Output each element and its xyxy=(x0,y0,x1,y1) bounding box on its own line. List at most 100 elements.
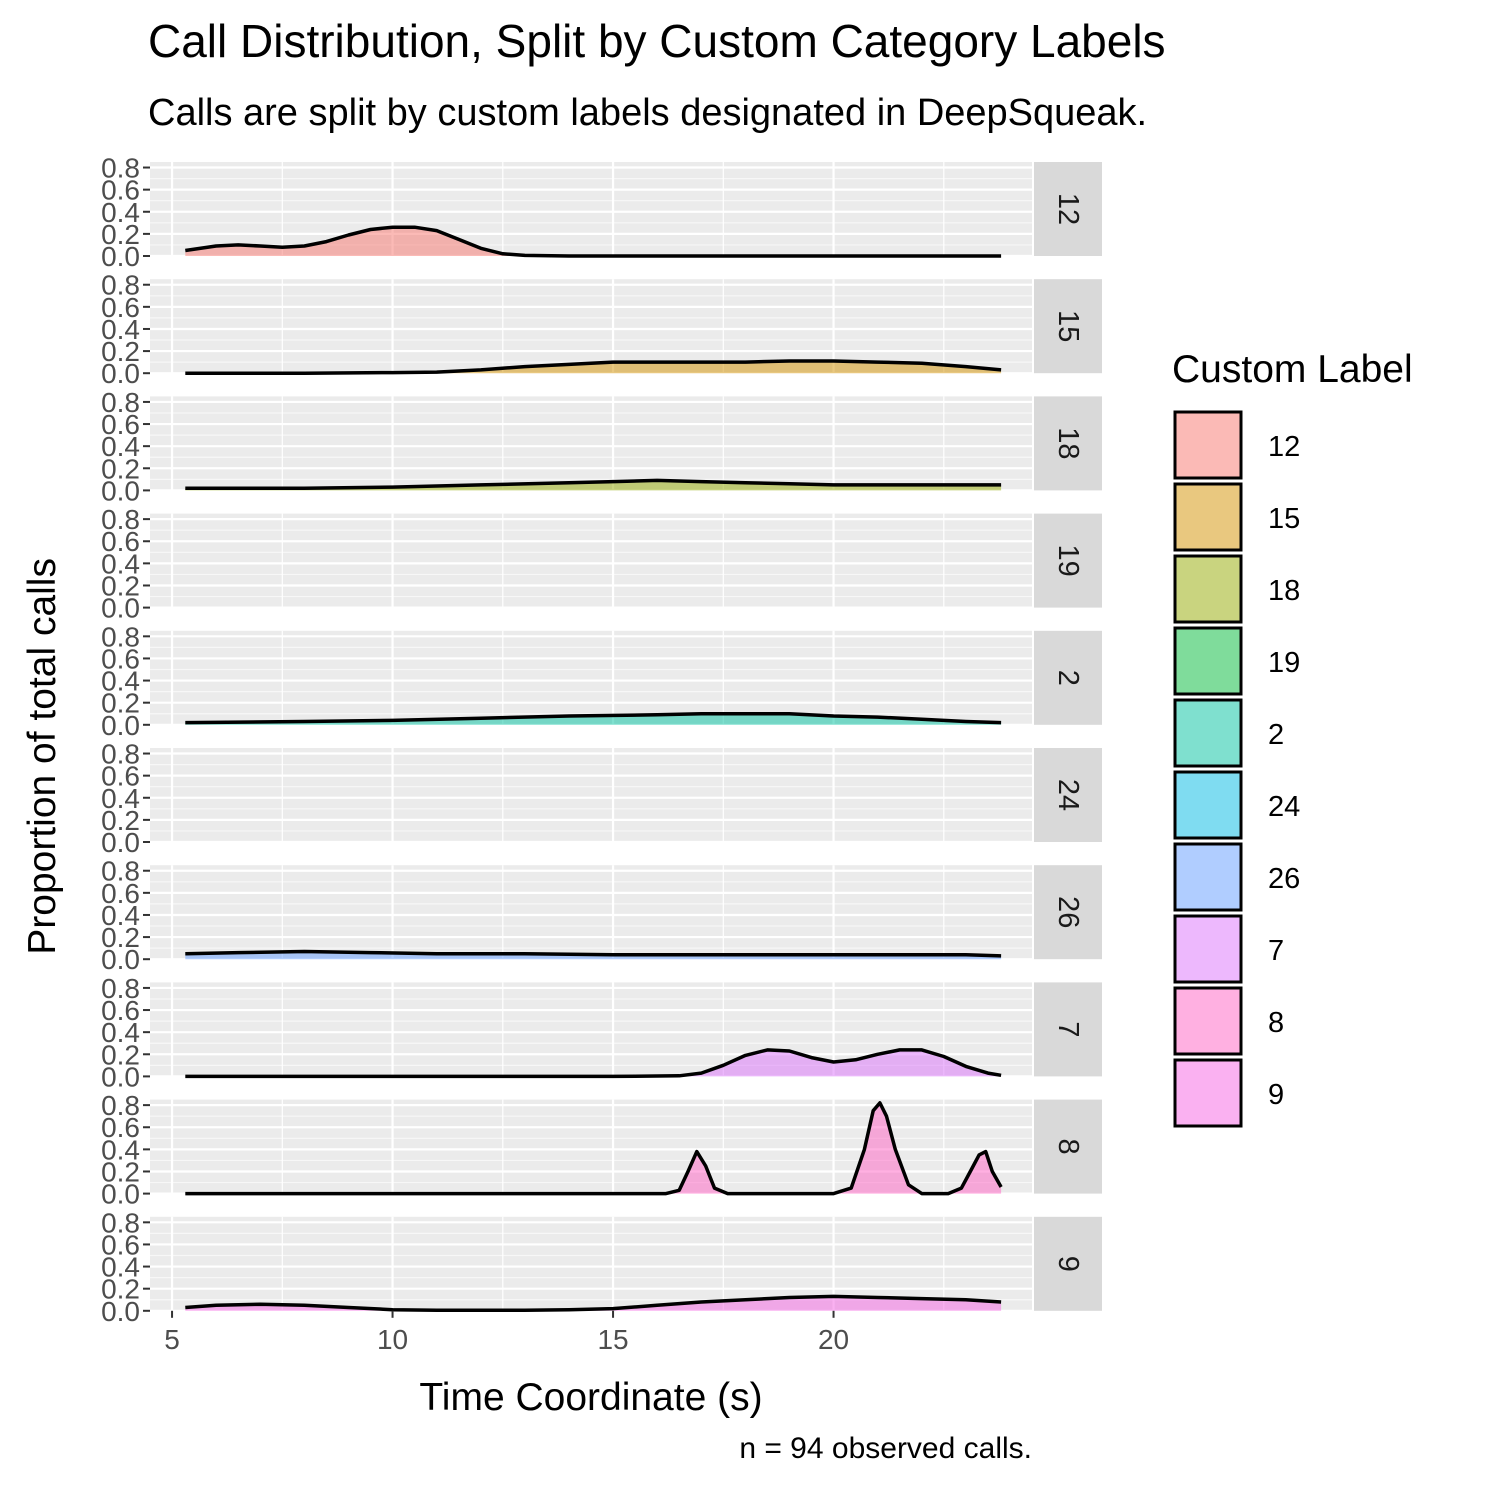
y-tick-label: 0.0 xyxy=(101,944,140,975)
density-line xyxy=(185,711,1002,725)
density-area xyxy=(185,227,1002,256)
y-tick-label: 0.8 xyxy=(101,270,140,301)
facet-strip-label: 18 xyxy=(1052,427,1084,459)
y-tick-label: 0.6 xyxy=(101,1229,140,1260)
y-tick-label: 0.0 xyxy=(101,475,140,506)
y-tick-label: 0.4 xyxy=(101,314,140,345)
y-tick-label: 0.2 xyxy=(101,688,140,719)
legend-key xyxy=(1173,410,1243,480)
y-tick-label: 0.6 xyxy=(101,761,140,792)
y-tick-label: 0.4 xyxy=(101,1134,140,1165)
legend-label: 8 xyxy=(1268,1007,1284,1039)
facet-strip xyxy=(1034,162,1102,256)
y-tick-label: 0.2 xyxy=(101,922,140,953)
y-tick-label: 0.4 xyxy=(101,1017,140,1048)
y-tick-label: 0.8 xyxy=(101,1090,140,1121)
y-tick-label: 0.8 xyxy=(101,739,140,770)
legend-key xyxy=(1173,986,1243,1056)
facet-strip xyxy=(1034,982,1102,1077)
facet-strip xyxy=(1034,513,1102,608)
panel-background xyxy=(150,865,1032,960)
facet-strip-label: 9 xyxy=(1052,1256,1084,1272)
y-tick-label: 0.2 xyxy=(101,1156,140,1187)
x-tick-label: 10 xyxy=(377,1324,408,1355)
y-tick-label: 0.8 xyxy=(101,387,140,418)
legend-label: 9 xyxy=(1268,1079,1284,1111)
y-tick-label: 0.6 xyxy=(101,409,140,440)
panel-background xyxy=(150,1216,1032,1311)
density-line xyxy=(185,1101,1003,1196)
y-tick-label: 0.6 xyxy=(101,878,140,909)
legend-title: Custom Label xyxy=(1172,348,1413,391)
facet-panel: 0.00.20.40.60.8 12 xyxy=(101,153,1102,272)
legend-label: 15 xyxy=(1268,503,1300,535)
facet-panel: 0.00.20.40.60.8 19 xyxy=(101,504,1102,624)
y-tick-label: 0.2 xyxy=(101,1039,140,1070)
y-tick-label: 0.0 xyxy=(101,1296,140,1327)
chart-caption: n = 94 observed calls. xyxy=(739,1432,1032,1465)
y-tick-label: 0.0 xyxy=(101,593,140,624)
facet-strip-label: 26 xyxy=(1052,896,1084,928)
legend-label: 26 xyxy=(1268,863,1300,895)
y-tick-label: 0.6 xyxy=(101,175,140,206)
y-tick-label: 0.0 xyxy=(101,710,140,741)
y-tick-label: 0.0 xyxy=(101,827,140,858)
density-line xyxy=(185,949,1002,958)
facet-panel: 0.00.20.40.60.8 15 xyxy=(101,270,1102,389)
panel-background xyxy=(150,396,1032,491)
legend-key xyxy=(1173,914,1243,984)
y-tick-label: 0.2 xyxy=(101,219,140,250)
facet-panel: 0.00.20.40.60.8 7 xyxy=(101,973,1102,1092)
facet-strip-label: 19 xyxy=(1052,544,1084,576)
legend-key xyxy=(1173,626,1243,696)
y-tick-label: 0.0 xyxy=(101,358,140,389)
y-tick-label: 0.2 xyxy=(101,570,140,601)
legend-key xyxy=(1173,1058,1243,1128)
x-axis-label: Time Coordinate (s) xyxy=(419,1376,762,1419)
y-tick-label: 0.8 xyxy=(101,973,140,1004)
y-tick-label: 0.4 xyxy=(101,197,140,228)
panel-background xyxy=(150,630,1032,725)
y-tick-label: 0.4 xyxy=(101,900,140,931)
x-tick-label: 5 xyxy=(164,1324,180,1355)
density-area xyxy=(185,361,1002,374)
panel-background xyxy=(150,162,1032,256)
legend-label: 7 xyxy=(1268,935,1284,967)
legend-label: 19 xyxy=(1268,647,1300,679)
density-line xyxy=(185,478,1002,490)
y-tick-label: 0.0 xyxy=(101,241,140,272)
facet-strip-label: 2 xyxy=(1052,670,1084,686)
panel-background xyxy=(150,513,1032,608)
chart-subtitle: Calls are split by custom labels designa… xyxy=(148,92,1148,134)
y-axis-label: Proportion of total calls xyxy=(21,558,64,955)
density-line xyxy=(185,359,1002,375)
density-line xyxy=(185,1294,1002,1312)
facet-strip xyxy=(1034,1216,1102,1311)
y-tick-label: 0.6 xyxy=(101,1112,140,1143)
density-area xyxy=(185,1296,1002,1311)
y-tick-label: 0.4 xyxy=(101,431,140,462)
facet-strip xyxy=(1034,279,1102,374)
facet-strip xyxy=(1034,748,1102,842)
legend-key xyxy=(1173,842,1243,912)
legend-key xyxy=(1173,482,1243,552)
x-tick-label: 20 xyxy=(818,1324,849,1355)
facet-strip-label: 7 xyxy=(1052,1021,1084,1037)
y-tick-label: 0.8 xyxy=(101,153,140,184)
y-tick-label: 0.6 xyxy=(101,292,140,323)
y-tick-label: 0.8 xyxy=(101,856,140,887)
y-tick-label: 0.0 xyxy=(101,1061,140,1092)
facet-strip-label: 12 xyxy=(1052,193,1084,225)
y-tick-label: 0.0 xyxy=(101,1179,140,1210)
facet-strip xyxy=(1034,396,1102,491)
facet-strip-label: 8 xyxy=(1052,1139,1084,1155)
legend-label: 18 xyxy=(1268,575,1300,607)
facet-strip xyxy=(1034,865,1102,960)
x-tick-label: 15 xyxy=(597,1324,628,1355)
density-area xyxy=(185,1049,1002,1077)
legend-key xyxy=(1173,698,1243,768)
legend-label: 2 xyxy=(1268,719,1284,751)
facet-strip xyxy=(1034,1099,1102,1194)
facet-panel: 0.00.20.40.60.8 2 xyxy=(101,621,1102,741)
